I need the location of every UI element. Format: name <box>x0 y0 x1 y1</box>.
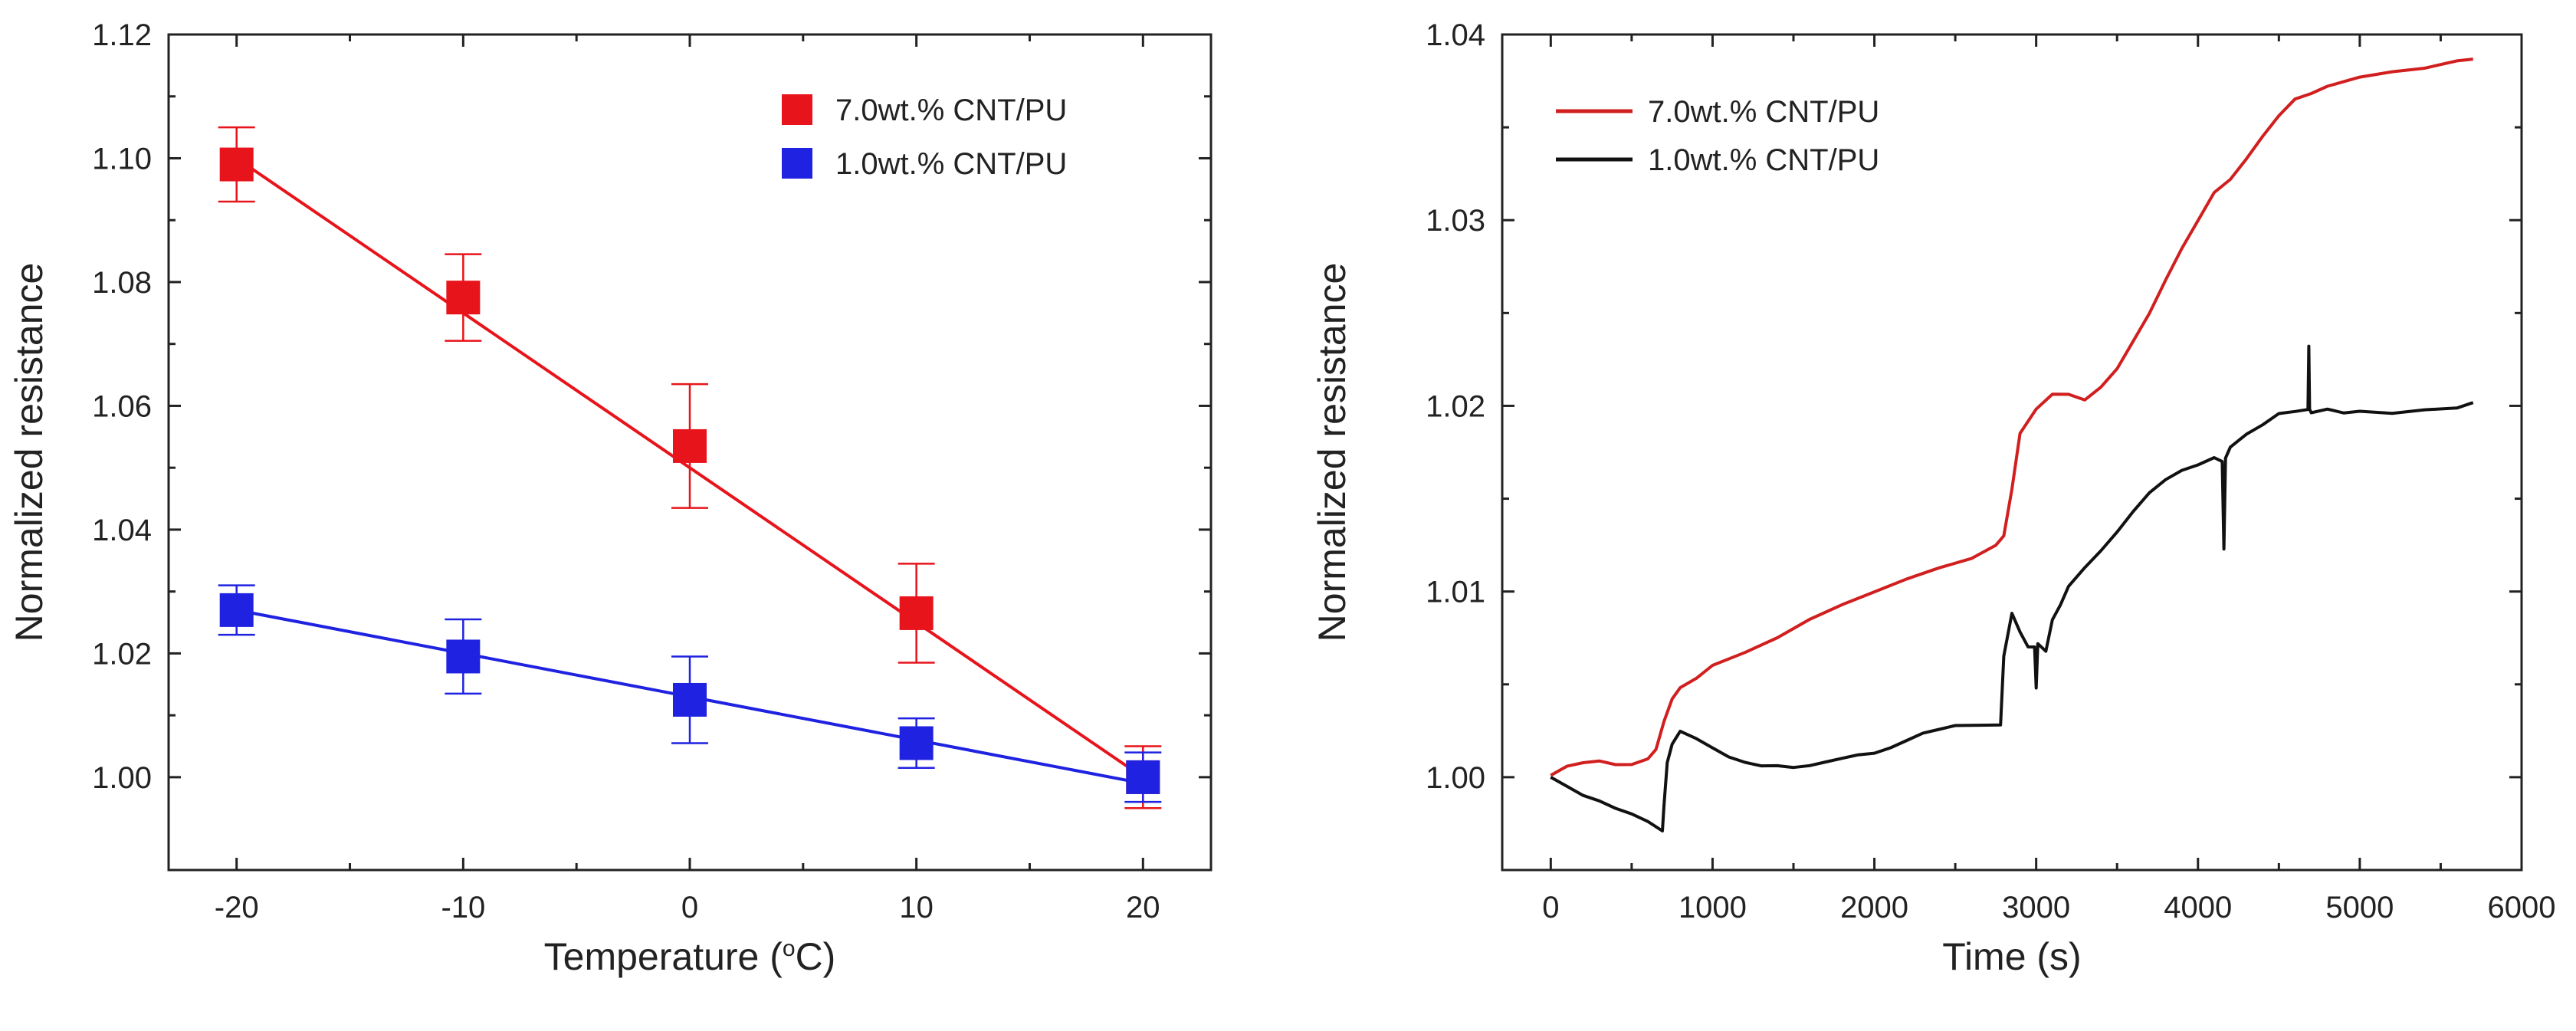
left-x-tick-label: 10 <box>899 891 934 924</box>
legend-label-7wt: 7.0wt.% CNT/PU <box>835 94 1067 127</box>
right-x-tick-label: 4000 <box>2164 891 2232 924</box>
data-point-7wt <box>899 596 934 630</box>
right-x-tick-label: 1000 <box>1679 891 1747 924</box>
left-y-tick-label: 1.08 <box>92 266 152 300</box>
left-y-tick-label: 1.02 <box>92 637 152 671</box>
data-point-1wt <box>1126 760 1160 794</box>
data-point-1wt <box>673 682 707 717</box>
series-line-7wt <box>1550 57 2473 777</box>
right-y-tick-label: 1.00 <box>1426 761 1485 795</box>
legend-swatch-7wt <box>782 94 812 125</box>
right-y-tick-label: 1.03 <box>1426 204 1485 238</box>
left-y-tick-label: 1.00 <box>92 761 152 795</box>
right-plot-frame <box>1501 33 2523 872</box>
right-y-tick-label: 1.01 <box>1426 576 1485 609</box>
legend-label-1wt: 1.0wt.% CNT/PU <box>835 147 1067 181</box>
right-data-marks <box>1550 57 2474 832</box>
right-x-tick-label: 3000 <box>2002 891 2070 924</box>
left-y-axis-title: Normalized resistance <box>8 263 51 642</box>
left-x-tick-label: 20 <box>1126 891 1160 924</box>
right-x-tick-label: 0 <box>1542 891 1559 924</box>
left-x-axis-title: Temperature (oC) <box>544 935 836 978</box>
left-ticks: -20 -10 0 10 20 1.00 1.02 1.04 1.06 1.08 1.10 1.12 <box>92 18 1211 924</box>
left-x-tick-label: -20 <box>215 891 259 924</box>
legend-swatch-1wt <box>782 148 812 179</box>
left-x-axis-title-unit: C) <box>796 935 836 978</box>
left-x-tick-label: 0 <box>681 891 698 924</box>
left-x-axis-title-degree: o <box>783 936 796 961</box>
right-x-tick-label: 2000 <box>1840 891 1908 924</box>
right-ticks: 0 1000 2000 3000 4000 5000 6000 1.00 1.01 1.02 1.0… <box>1426 18 2555 924</box>
left-chart: -20 -10 0 10 201.001.021.041.061.081.101.12 … <box>8 18 1213 978</box>
series-line-1wt <box>1550 344 2474 832</box>
left-y-tick-label: 1.12 <box>92 18 152 52</box>
left-x-tick-label: -10 <box>441 891 485 924</box>
data-point-7wt <box>219 147 254 182</box>
left-y-tick-label: 1.06 <box>92 389 152 423</box>
left-y-tick-label: 1.10 <box>92 142 152 176</box>
left-x-axis-title-main: Temperature ( <box>544 935 783 978</box>
right-x-tick-label: 5000 <box>2325 891 2394 924</box>
left-y-tick-label: 1.04 <box>92 514 152 547</box>
data-point-7wt <box>446 281 481 315</box>
data-point-7wt <box>673 428 707 463</box>
left-legend: 7.0wt.% CNT/PU 1.0wt.% CNT/PU <box>782 94 1067 181</box>
legend-label-7wt-right: 7.0wt.% CNT/PU <box>1648 95 1879 129</box>
right-chart: 0 1000 2000 3000 4000 5000 6000 1.00 1.01 1.02 1.0… <box>1311 18 2555 978</box>
legend-label-1wt-right: 1.0wt.% CNT/PU <box>1648 143 1879 177</box>
data-point-1wt <box>219 593 254 627</box>
right-legend: 7.0wt.% CNT/PU 1.0wt.% CNT/PU <box>1556 95 1879 177</box>
right-x-tick-label: 6000 <box>2488 891 2556 924</box>
right-y-axis-title: Normalized resistance <box>1311 263 1354 642</box>
right-x-axis-title: Time (s) <box>1942 935 2081 978</box>
right-y-tick-label: 1.02 <box>1426 389 1485 423</box>
right-y-tick-label: 1.04 <box>1426 18 1485 52</box>
data-point-1wt <box>446 639 481 674</box>
left-data-marks <box>218 126 1162 809</box>
data-point-1wt <box>899 726 934 760</box>
